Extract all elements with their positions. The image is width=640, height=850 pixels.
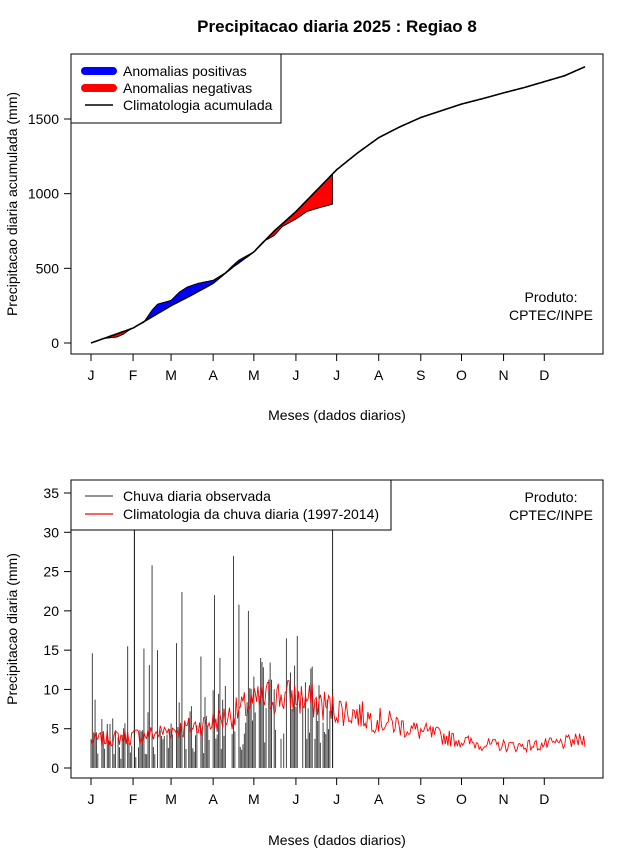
top-x-tick-label-9: O	[456, 367, 467, 383]
legend-label-positive: Anomalias positivas	[123, 63, 247, 79]
top-y-axis: 0 500 1000 1500	[28, 111, 72, 351]
top-x-tick-label-8: S	[416, 367, 425, 383]
top-x-tick-label-10: N	[499, 367, 509, 383]
bottom-legend-box	[70, 479, 392, 531]
top-x-tick-label-11: D	[539, 367, 549, 383]
legend-label-observed: Chuva diaria observada	[123, 488, 271, 504]
product-source-top: CPTEC/INPE	[509, 307, 593, 323]
top-y-axis-label: Precipitacao diaria acumulada (mm)	[4, 92, 20, 316]
top-x-axis-label: Meses (dados diarios)	[268, 407, 406, 423]
bottom-y-tick-label-6: 30	[43, 524, 59, 540]
bottom-x-tick-label-11: D	[539, 791, 549, 807]
bottom-x-tick-label-3: A	[208, 791, 218, 807]
top-legend: Anomalias positivas Anomalias negativas …	[70, 53, 282, 124]
daily-precipitation-chart: 0 5 10 15 20 25 30 35 J F M A M J J A S O N D Precipitacao…	[4, 479, 604, 848]
top-x-tick-label-2: M	[165, 367, 177, 383]
legend-label-climatology: Climatologia acumulada	[123, 97, 273, 113]
top-x-tick-label-3: A	[208, 367, 218, 383]
daily-observed-bars	[90, 528, 334, 768]
bottom-y-tick-label-2: 10	[43, 681, 59, 697]
bottom-x-tick-label-8: S	[416, 791, 425, 807]
bottom-y-tick-label-5: 25	[43, 564, 59, 580]
product-source-bottom: CPTEC/INPE	[509, 507, 593, 523]
cumulative-lines	[90, 66, 586, 344]
top-y-tick-label-1: 500	[36, 260, 60, 276]
bottom-y-axis-label: Precipitacao diaria (mm)	[4, 553, 20, 705]
product-label-bottom: Produto:	[525, 489, 578, 505]
product-label-top: Produto:	[525, 289, 578, 305]
bottom-x-axis-label: Meses (dados diarios)	[268, 832, 406, 848]
top-y-tick-label-0: 0	[51, 335, 59, 351]
bottom-legend: Chuva diaria observada Climatologia da c…	[70, 479, 392, 531]
daily-climatology-line	[90, 679, 586, 754]
observed-cumulative-line	[90, 203, 333, 344]
bottom-y-tick-label-3: 15	[43, 642, 59, 658]
anomaly-fills	[90, 172, 333, 344]
bottom-x-tick-label-5: J	[292, 791, 299, 807]
top-x-tick-label-0: J	[88, 367, 95, 383]
bottom-y-tick-label-4: 20	[43, 603, 59, 619]
top-x-tick-label-7: A	[374, 367, 384, 383]
top-x-tick-label-1: F	[129, 367, 138, 383]
bottom-y-axis: 0 5 10 15 20 25 30 35	[43, 485, 72, 776]
bottom-y-tick-label-7: 35	[43, 485, 59, 501]
bottom-x-tick-label-7: A	[374, 791, 384, 807]
climatology-cumulative-line	[90, 66, 586, 344]
bottom-x-tick-label-9: O	[456, 791, 467, 807]
top-x-tick-label-4: M	[248, 367, 260, 383]
bottom-x-tick-label-1: F	[129, 791, 138, 807]
bottom-x-tick-label-6: J	[333, 791, 340, 807]
chart-title: Precipitacao diaria 2025 : Regiao 8	[197, 17, 477, 36]
top-y-tick-label-2: 1000	[28, 186, 59, 202]
bottom-x-tick-label-0: J	[88, 791, 95, 807]
legend-label-daily-climatology: Climatologia da chuva diaria (1997-2014)	[123, 506, 379, 522]
climatology-daily-line	[90, 679, 586, 754]
bottom-y-tick-label-1: 5	[51, 721, 59, 737]
positive-anomaly-fill-4	[143, 240, 266, 324]
bottom-x-tick-label-4: M	[248, 791, 260, 807]
legend-label-negative: Anomalias negativas	[123, 80, 252, 96]
cumulative-precipitation-chart: Precipitacao diaria 2025 : Regiao 8 0 500…	[4, 17, 604, 423]
bottom-x-tick-label-10: N	[499, 791, 509, 807]
top-x-tick-label-6: J	[333, 367, 340, 383]
top-x-tick-label-5: J	[292, 367, 299, 383]
top-y-tick-label-3: 1500	[28, 111, 59, 127]
bottom-x-tick-label-2: M	[165, 791, 177, 807]
bottom-y-tick-label-0: 0	[51, 760, 59, 776]
